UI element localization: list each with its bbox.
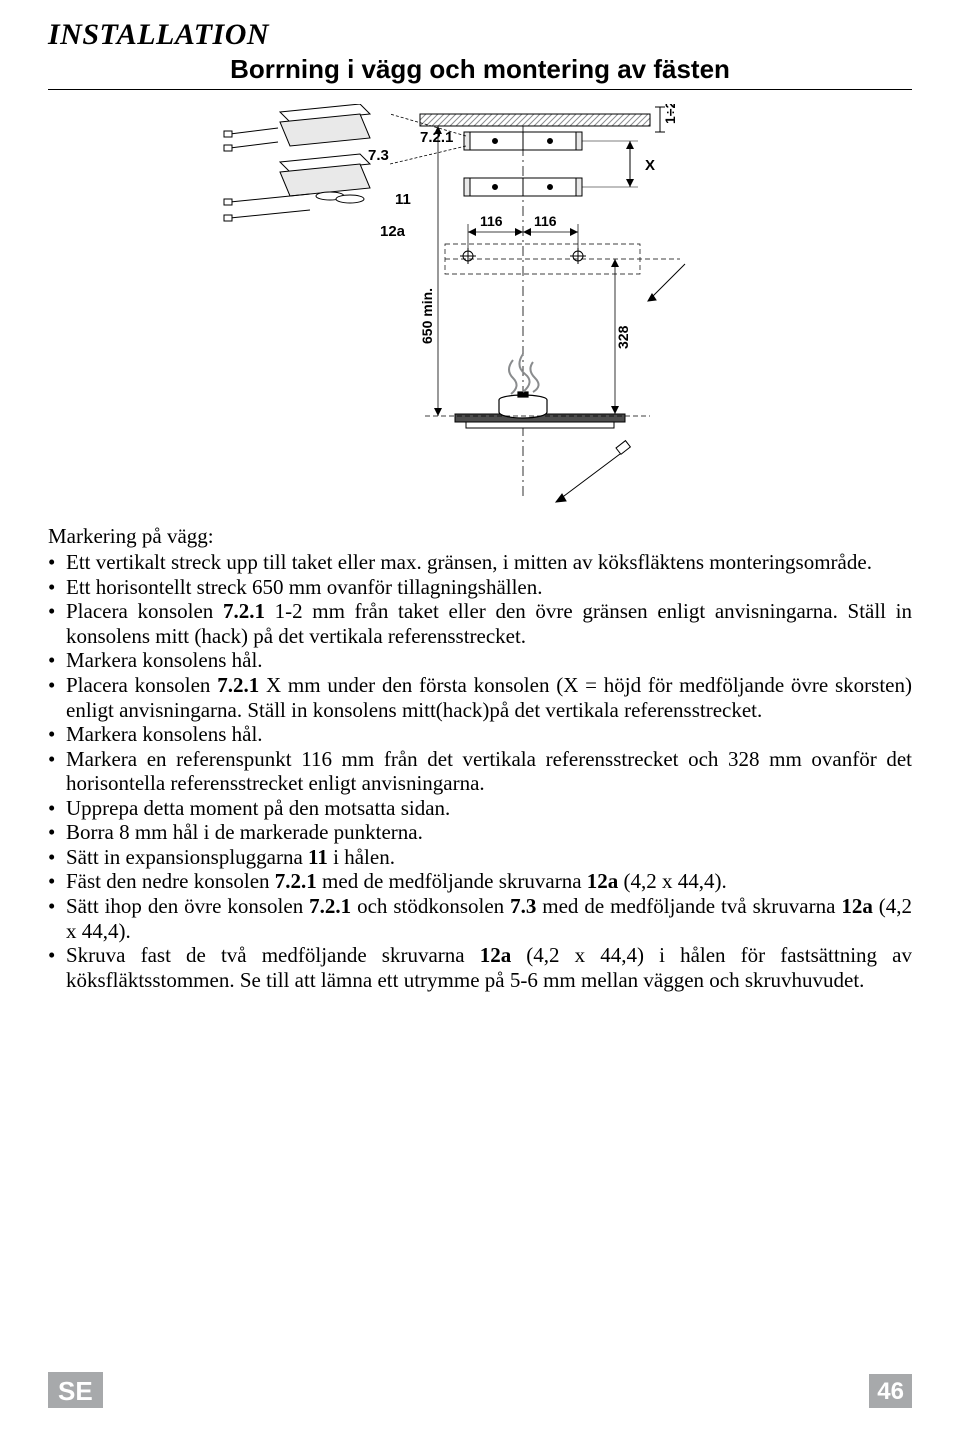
list-item: Markera en referenspunkt 116 mm från det…: [48, 747, 912, 796]
list-item: Markera konsolens hål.: [48, 648, 912, 673]
dim-328: 328: [615, 325, 631, 349]
dim-x: X: [645, 157, 655, 174]
list-item: Sätt in expansionspluggarna 11 i hålen.: [48, 845, 912, 870]
dim-116a: 116: [480, 213, 503, 229]
list-item: Placera konsolen 7.2.1 X mm under den fö…: [48, 673, 912, 722]
instruction-list: Ett vertikalt streck upp till taket elle…: [48, 550, 912, 992]
list-item: Ett vertikalt streck upp till taket elle…: [48, 550, 912, 575]
list-item: Sätt ihop den övre konsolen 7.2.1 och st…: [48, 894, 912, 943]
page-number: 46: [869, 1374, 912, 1408]
language-badge: SE: [48, 1372, 103, 1408]
list-item: Fäst den nedre konsolen 7.2.1 med de med…: [48, 869, 912, 894]
list-item: Borra 8 mm hål i de markerade punkterna.: [48, 820, 912, 845]
list-item: Placera konsolen 7.2.1 1-2 mm från taket…: [48, 599, 912, 648]
label-11: 11: [395, 191, 411, 208]
list-item: Ett horisontellt streck 650 mm ovanför t…: [48, 575, 912, 600]
list-item: Markera konsolens hål.: [48, 722, 912, 747]
dim-650: 650 min.: [419, 288, 435, 344]
lead-text: Markering på vägg:: [48, 524, 912, 548]
section-subtitle: Borrning i vägg och montering av fästen: [48, 54, 912, 85]
list-item: Upprepa detta moment på den motsatta sid…: [48, 796, 912, 821]
subtitle-row: Borrning i vägg och montering av fästen: [48, 54, 912, 90]
dim-1-2: 1÷2: [662, 104, 678, 124]
page-footer: SE 46: [48, 1372, 912, 1408]
label-12a: 12a: [380, 223, 406, 240]
label-73: 7.3: [368, 147, 389, 164]
diagram-container: 1÷2 X 7.2.1: [48, 104, 912, 504]
section-title: INSTALLATION: [48, 18, 912, 52]
list-item: Skruva fast de två medföljande skruvarna…: [48, 943, 912, 992]
dim-116b: 116: [534, 213, 557, 229]
installation-diagram: 1÷2 X 7.2.1: [220, 104, 740, 504]
